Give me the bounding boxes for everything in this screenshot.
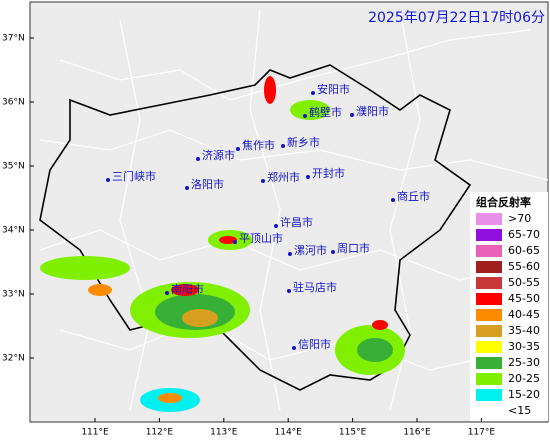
legend-swatch — [476, 325, 502, 337]
legend-label: 60-65 — [508, 244, 540, 257]
city-dot — [165, 291, 169, 295]
legend-label: 25-30 — [508, 356, 540, 369]
legend-swatch — [476, 261, 502, 273]
city-dot — [236, 147, 240, 151]
legend-swatch — [476, 309, 502, 321]
city-label: 信阳市 — [298, 337, 331, 351]
city-dot — [331, 250, 335, 254]
city-dot — [261, 179, 265, 183]
city-dot — [350, 113, 354, 117]
legend-swatch — [476, 405, 502, 417]
lon-tick-label: 116°E — [403, 428, 431, 438]
legend-swatch — [476, 213, 502, 225]
city-dot — [185, 186, 189, 190]
city-dot — [274, 224, 278, 228]
legend-label: 40-45 — [508, 308, 540, 321]
lat-tick-label: 36°N — [2, 98, 25, 108]
city-dot — [292, 346, 296, 350]
legend-title: 组合反射率 — [476, 195, 531, 209]
legend-label: 50-55 — [508, 276, 540, 289]
city-dot — [391, 198, 395, 202]
legend-swatch — [476, 341, 502, 353]
city-label: 焦作市 — [242, 138, 275, 152]
city-label: 驻马店市 — [293, 280, 337, 294]
timestamp: 2025年07月22日17时06分 — [368, 10, 545, 26]
city-label: 南阳市 — [171, 282, 204, 296]
legend-swatch — [476, 373, 502, 385]
lat-tick-label: 35°N — [2, 162, 25, 172]
map-frame — [29, 1, 549, 423]
city-label: 平顶山市 — [239, 231, 283, 245]
city-label: 许昌市 — [280, 215, 313, 229]
city-label: 鹤壁市 — [309, 105, 342, 119]
province-border — [39, 64, 472, 391]
city-label: 周口市 — [337, 241, 370, 255]
city-dot — [233, 240, 237, 244]
legend-label: 30-35 — [508, 340, 540, 353]
city-label: 开封市 — [312, 166, 345, 180]
city-label: 商丘市 — [397, 189, 430, 203]
legend-swatch — [476, 357, 502, 369]
city-dot — [306, 175, 310, 179]
legend-label: 20-25 — [508, 372, 540, 385]
lon-tick-label: 111°E — [81, 428, 109, 438]
lon-tick-label: 113°E — [210, 428, 238, 438]
legend-swatch — [476, 389, 502, 401]
city-label: 三门峡市 — [112, 169, 156, 183]
lat-tick-label: 33°N — [2, 290, 25, 300]
lon-tick-label: 117°E — [468, 428, 496, 438]
legend-label: 45-50 — [508, 292, 540, 305]
legend-label: 15-20 — [508, 388, 540, 401]
lon-tick-label: 115°E — [339, 428, 367, 438]
legend-label: 35-40 — [508, 324, 540, 337]
city-dot — [288, 252, 292, 256]
lon-tick-label: 114°E — [275, 428, 303, 438]
lat-tick-label: 34°N — [2, 226, 25, 236]
city-label: 新乡市 — [287, 135, 320, 149]
city-label: 郑州市 — [267, 170, 300, 184]
legend-box — [470, 192, 548, 421]
legend-swatch — [476, 245, 502, 257]
legend-label: >70 — [508, 212, 531, 225]
city-label: 洛阳市 — [191, 177, 224, 191]
city-label: 漯河市 — [294, 243, 327, 257]
lat-tick-label: 37°N — [2, 34, 25, 44]
lat-tick-label: 32°N — [2, 354, 25, 364]
legend-label: 65-70 — [508, 228, 540, 241]
city-dot — [311, 91, 315, 95]
city-dot — [287, 289, 291, 293]
legend-label: <15 — [508, 404, 531, 417]
radar-echoes — [40, 76, 405, 412]
city-dot — [106, 178, 110, 182]
city-dot — [281, 144, 285, 148]
legend-swatch — [476, 277, 502, 289]
city-label: 安阳市 — [317, 82, 350, 96]
legend-label: 55-60 — [508, 260, 540, 273]
city-dot — [196, 157, 200, 161]
legend-swatch — [476, 293, 502, 305]
lon-tick-label: 112°E — [146, 428, 174, 438]
legend-swatch — [476, 229, 502, 241]
city-dot — [303, 114, 307, 118]
city-label: 济源市 — [202, 148, 235, 162]
city-label: 濮阳市 — [356, 104, 389, 118]
